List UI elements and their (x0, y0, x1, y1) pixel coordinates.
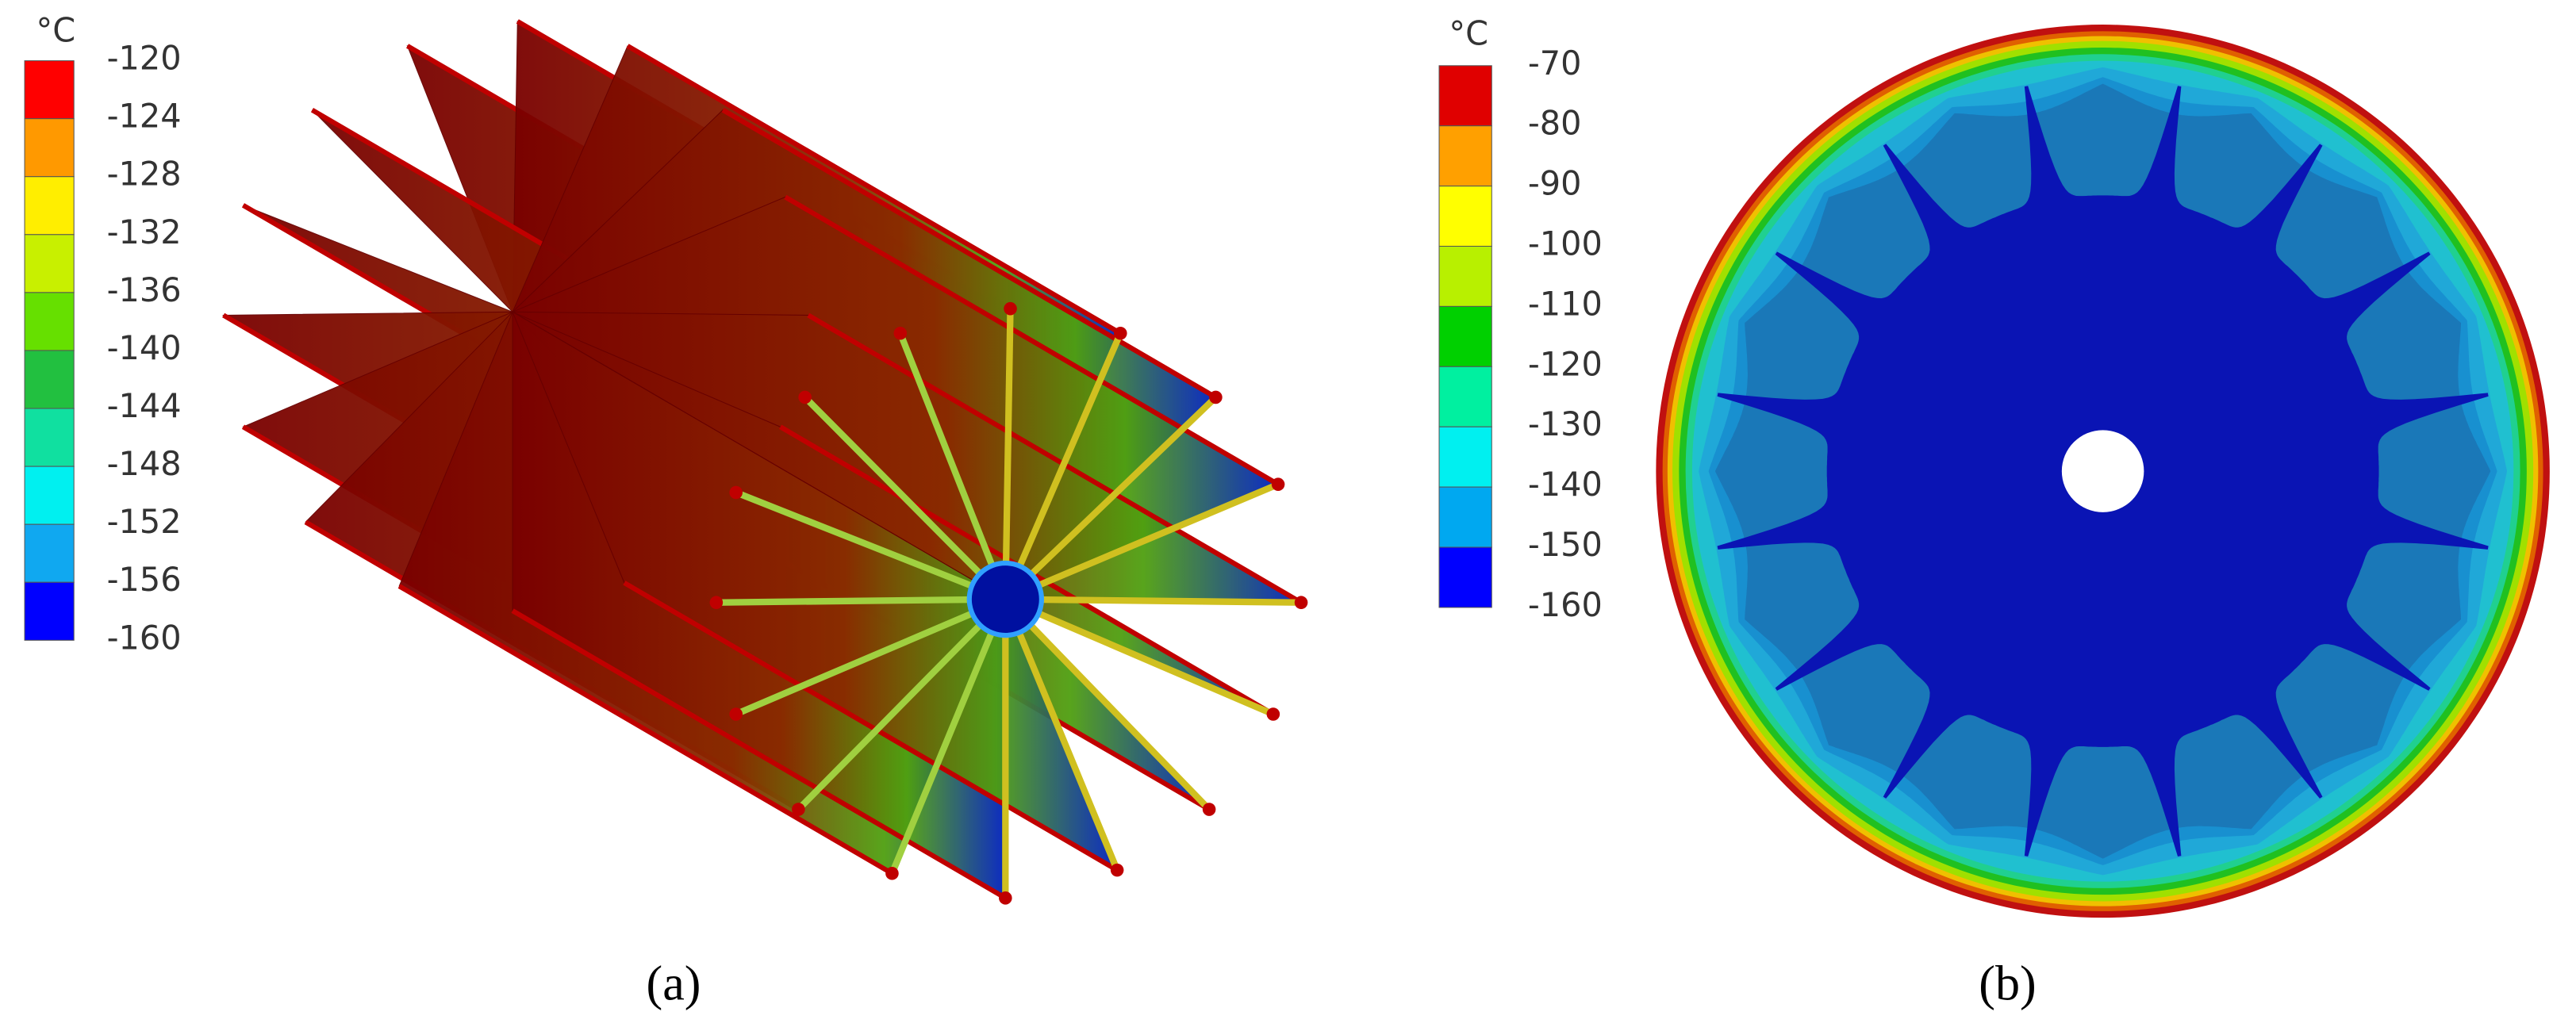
legend-swatch (24, 523, 75, 583)
fin-edge (511, 608, 1007, 901)
spoke (1003, 596, 1212, 812)
spoke (735, 596, 1007, 718)
legend-label: -70 (1528, 44, 1582, 82)
legend-label: -160 (1528, 586, 1603, 624)
legend-swatch (1438, 546, 1492, 608)
legend-label: -124 (107, 98, 182, 136)
fin-edge (721, 108, 1217, 400)
spoke-tip (1110, 863, 1124, 877)
spoke (1003, 394, 1219, 602)
legend-unit: °C (36, 11, 76, 49)
spoke-tip (893, 326, 908, 340)
spoke-tip (1202, 803, 1216, 816)
legend-label: -140 (1528, 466, 1603, 504)
legend-swatch (24, 408, 75, 467)
panel-label: (a) (647, 956, 701, 1010)
spoke-tip (1271, 477, 1285, 491)
spoke (796, 596, 1008, 812)
legend-label: -110 (1528, 285, 1603, 323)
legend-swatch (24, 60, 75, 120)
legend-unit: °C (1449, 15, 1488, 53)
legend-label: -152 (107, 503, 182, 541)
spoke-tip (999, 891, 1012, 905)
legend-label: -140 (107, 329, 182, 367)
legend-swatch (24, 118, 75, 178)
spoke-tip (798, 390, 812, 404)
center-hole (2061, 430, 2144, 512)
legend-swatch (24, 292, 75, 351)
spoke-tip (792, 803, 805, 816)
fin-edge (623, 581, 1119, 872)
spoke-tip (885, 866, 899, 880)
legend-swatch (1438, 305, 1492, 367)
legend-label: -148 (107, 445, 182, 483)
legend-label: -160 (107, 619, 182, 657)
spoke (1004, 596, 1275, 718)
legend-label: -90 (1528, 165, 1582, 203)
legend-label: -120 (1528, 345, 1603, 383)
spoke (889, 597, 1009, 875)
legend-label: -128 (107, 155, 182, 194)
spoke (1004, 481, 1280, 603)
fin-edge (807, 312, 1303, 605)
legend-label: -136 (107, 271, 182, 309)
spoke-tip (1209, 390, 1223, 404)
legend-swatch (24, 581, 75, 641)
legend-label: -120 (107, 40, 182, 78)
fin-edge (397, 584, 894, 876)
spoke (1002, 309, 1014, 600)
legend-swatch (1438, 245, 1492, 307)
spoke (1002, 597, 1120, 872)
legend-swatch (1438, 186, 1492, 247)
spoke-tip (729, 485, 743, 500)
legend-swatch (24, 234, 75, 293)
legend-label: -156 (107, 561, 182, 599)
legend-label: -130 (1528, 405, 1603, 443)
spoke-tip (1294, 596, 1308, 609)
spoke-tip (729, 707, 743, 721)
legend-swatch (1438, 366, 1492, 427)
spoke (716, 596, 1006, 606)
legend-swatch (1438, 486, 1492, 548)
legend-swatch (24, 466, 75, 525)
hub (966, 560, 1044, 638)
panel-b: °C -70 -80 -90 -100 -110 -120 -130 -140 -150 -160 (… (1438, 15, 2550, 1010)
fin-edge (784, 194, 1280, 487)
legend-swatch (1438, 125, 1492, 187)
spoke-tip (709, 596, 724, 609)
legend-swatch (24, 176, 75, 236)
legend-label: -150 (1528, 526, 1603, 564)
legend-label: -100 (1528, 225, 1603, 263)
panel-a: °C -120 -124 -128 -132 -136 -140 -144 -148 -152 -1… (24, 11, 1308, 1010)
fin-edge (626, 44, 1122, 335)
panel-label: (b) (1979, 956, 2036, 1010)
spoke-tip (1004, 301, 1017, 316)
spoke (896, 332, 1009, 601)
legend-label: -132 (107, 213, 182, 251)
spoke (735, 489, 1007, 603)
legend-swatch (1438, 426, 1492, 488)
spoke-tip (1266, 707, 1280, 721)
spoke (802, 395, 1008, 602)
legend-swatch (1438, 65, 1492, 127)
spoke-tip (1113, 326, 1127, 340)
legend-label: -80 (1528, 105, 1582, 143)
spoke (1002, 332, 1124, 601)
spoke (1005, 596, 1302, 606)
legend-label: -144 (107, 387, 182, 425)
legend-swatch (24, 350, 75, 409)
